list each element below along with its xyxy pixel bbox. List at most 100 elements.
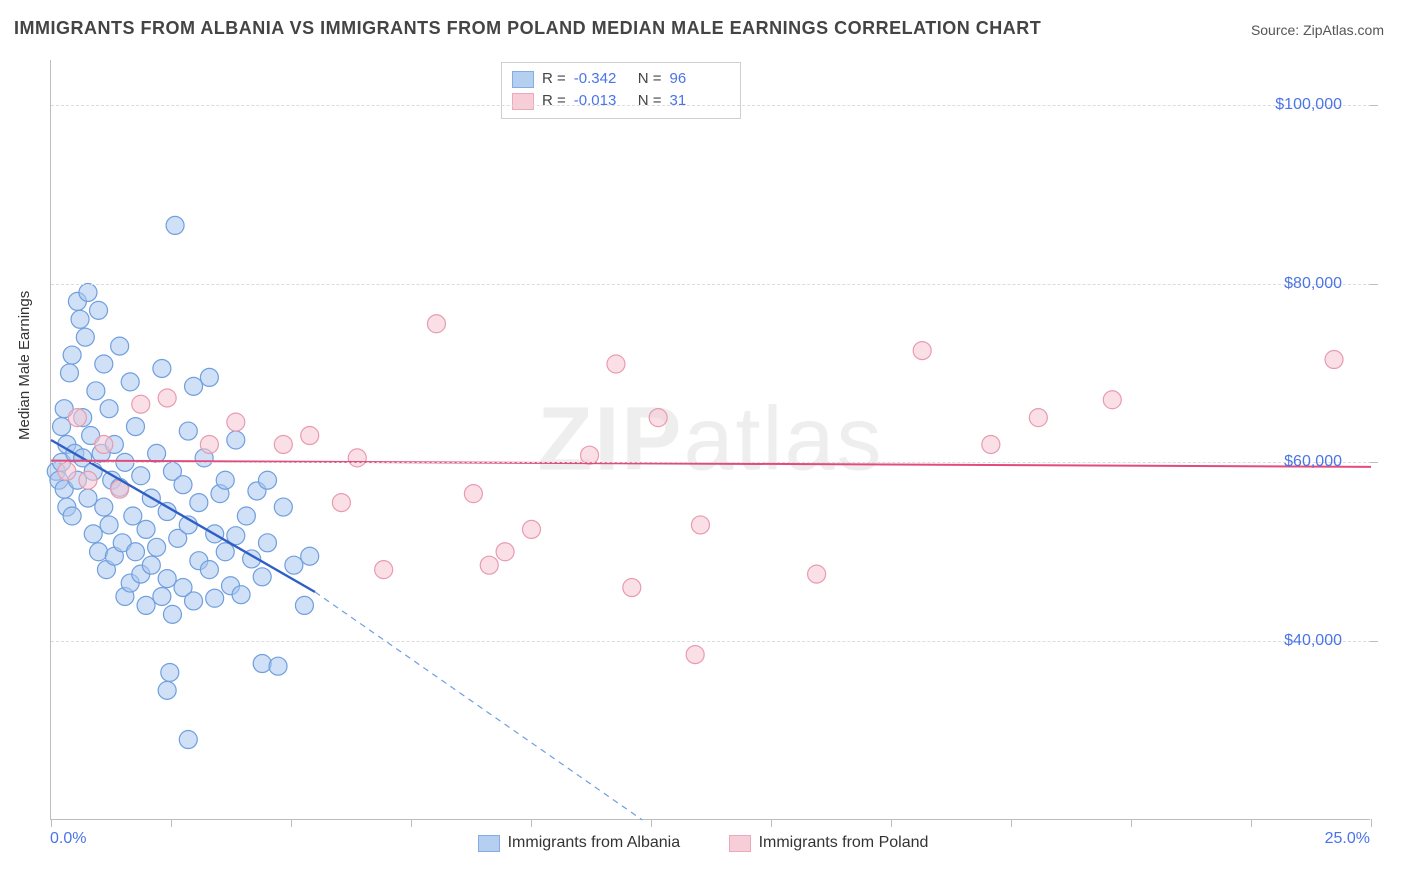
data-point-poland <box>1029 409 1047 427</box>
data-point-poland <box>808 565 826 583</box>
data-point-albania <box>258 534 276 552</box>
data-point-poland <box>982 435 1000 453</box>
swatch-poland <box>729 835 751 852</box>
data-point-albania <box>163 605 181 623</box>
data-point-albania <box>132 467 150 485</box>
data-point-poland <box>623 579 641 597</box>
data-point-albania <box>148 444 166 462</box>
legend-item-poland: Immigrants from Poland <box>729 834 929 852</box>
data-point-poland <box>649 409 667 427</box>
x-tick <box>171 819 172 827</box>
data-point-albania <box>153 359 171 377</box>
data-point-albania <box>185 377 203 395</box>
plot-area: ZIPatlas R = -0.342 N = 96 R = -0.013 N … <box>50 60 1370 820</box>
x-tick <box>1011 819 1012 827</box>
y-tick <box>1370 284 1378 285</box>
data-point-albania <box>100 400 118 418</box>
x-tick <box>1371 819 1372 827</box>
x-tick <box>291 819 292 827</box>
data-point-poland <box>480 556 498 574</box>
data-point-albania <box>137 596 155 614</box>
data-point-albania <box>63 507 81 525</box>
data-point-albania <box>237 507 255 525</box>
data-point-albania <box>84 525 102 543</box>
data-point-albania <box>161 663 179 681</box>
y-tick-label: $80,000 <box>1284 275 1342 293</box>
chart-title: IMMIGRANTS FROM ALBANIA VS IMMIGRANTS FR… <box>14 18 1041 39</box>
data-point-albania <box>174 476 192 494</box>
data-point-albania <box>227 431 245 449</box>
data-point-poland <box>95 435 113 453</box>
data-point-albania <box>63 346 81 364</box>
legend-label-albania: Immigrants from Albania <box>508 834 681 852</box>
data-point-albania <box>253 655 271 673</box>
data-point-albania <box>301 547 319 565</box>
data-point-albania <box>216 543 234 561</box>
data-point-albania <box>269 657 287 675</box>
data-point-albania <box>124 507 142 525</box>
data-point-albania <box>79 283 97 301</box>
source-label: Source: ZipAtlas.com <box>1251 22 1384 38</box>
data-point-poland <box>522 520 540 538</box>
data-point-albania <box>87 382 105 400</box>
data-point-albania <box>71 310 89 328</box>
data-point-poland <box>607 355 625 373</box>
data-point-albania <box>148 538 166 556</box>
data-point-albania <box>126 543 144 561</box>
data-point-albania <box>185 592 203 610</box>
data-point-albania <box>95 355 113 373</box>
data-point-poland <box>496 543 514 561</box>
data-point-poland <box>158 389 176 407</box>
legend-item-albania: Immigrants from Albania <box>478 834 681 852</box>
y-tick <box>1370 462 1378 463</box>
y-tick-label: $100,000 <box>1275 96 1342 114</box>
data-point-albania <box>100 516 118 534</box>
data-point-poland <box>200 435 218 453</box>
x-tick <box>651 819 652 827</box>
data-point-albania <box>111 337 129 355</box>
series-legend: Immigrants from Albania Immigrants from … <box>0 834 1406 857</box>
swatch-albania <box>478 835 500 852</box>
data-point-poland <box>375 561 393 579</box>
data-point-albania <box>79 489 97 507</box>
data-point-albania <box>90 543 108 561</box>
data-point-albania <box>200 368 218 386</box>
data-point-albania <box>90 301 108 319</box>
data-point-poland <box>79 471 97 489</box>
data-point-albania <box>142 556 160 574</box>
scatter-svg <box>51 60 1371 820</box>
data-point-albania <box>60 364 78 382</box>
y-tick <box>1370 641 1378 642</box>
data-point-albania <box>295 596 313 614</box>
x-tick <box>51 819 52 827</box>
gridline <box>51 105 1371 106</box>
data-point-albania <box>216 471 234 489</box>
data-point-albania <box>76 328 94 346</box>
data-point-albania <box>158 570 176 588</box>
data-point-albania <box>121 373 139 391</box>
y-axis-label: Median Male Earnings <box>16 291 33 440</box>
x-tick <box>1131 819 1132 827</box>
data-point-poland <box>332 494 350 512</box>
data-point-poland <box>58 462 76 480</box>
data-point-albania <box>126 418 144 436</box>
data-point-albania <box>153 587 171 605</box>
data-point-poland <box>348 449 366 467</box>
data-point-poland <box>464 485 482 503</box>
x-tick <box>771 819 772 827</box>
x-tick <box>531 819 532 827</box>
legend-label-poland: Immigrants from Poland <box>759 834 929 852</box>
data-point-albania <box>158 681 176 699</box>
data-point-albania <box>190 494 208 512</box>
y-tick <box>1370 105 1378 106</box>
y-tick-label: $40,000 <box>1284 632 1342 650</box>
data-point-poland <box>686 646 704 664</box>
data-point-albania <box>166 216 184 234</box>
data-point-albania <box>95 498 113 516</box>
x-tick <box>891 819 892 827</box>
data-point-albania <box>200 561 218 579</box>
data-point-poland <box>68 409 86 427</box>
data-point-poland <box>427 315 445 333</box>
data-point-poland <box>274 435 292 453</box>
data-point-albania <box>258 471 276 489</box>
